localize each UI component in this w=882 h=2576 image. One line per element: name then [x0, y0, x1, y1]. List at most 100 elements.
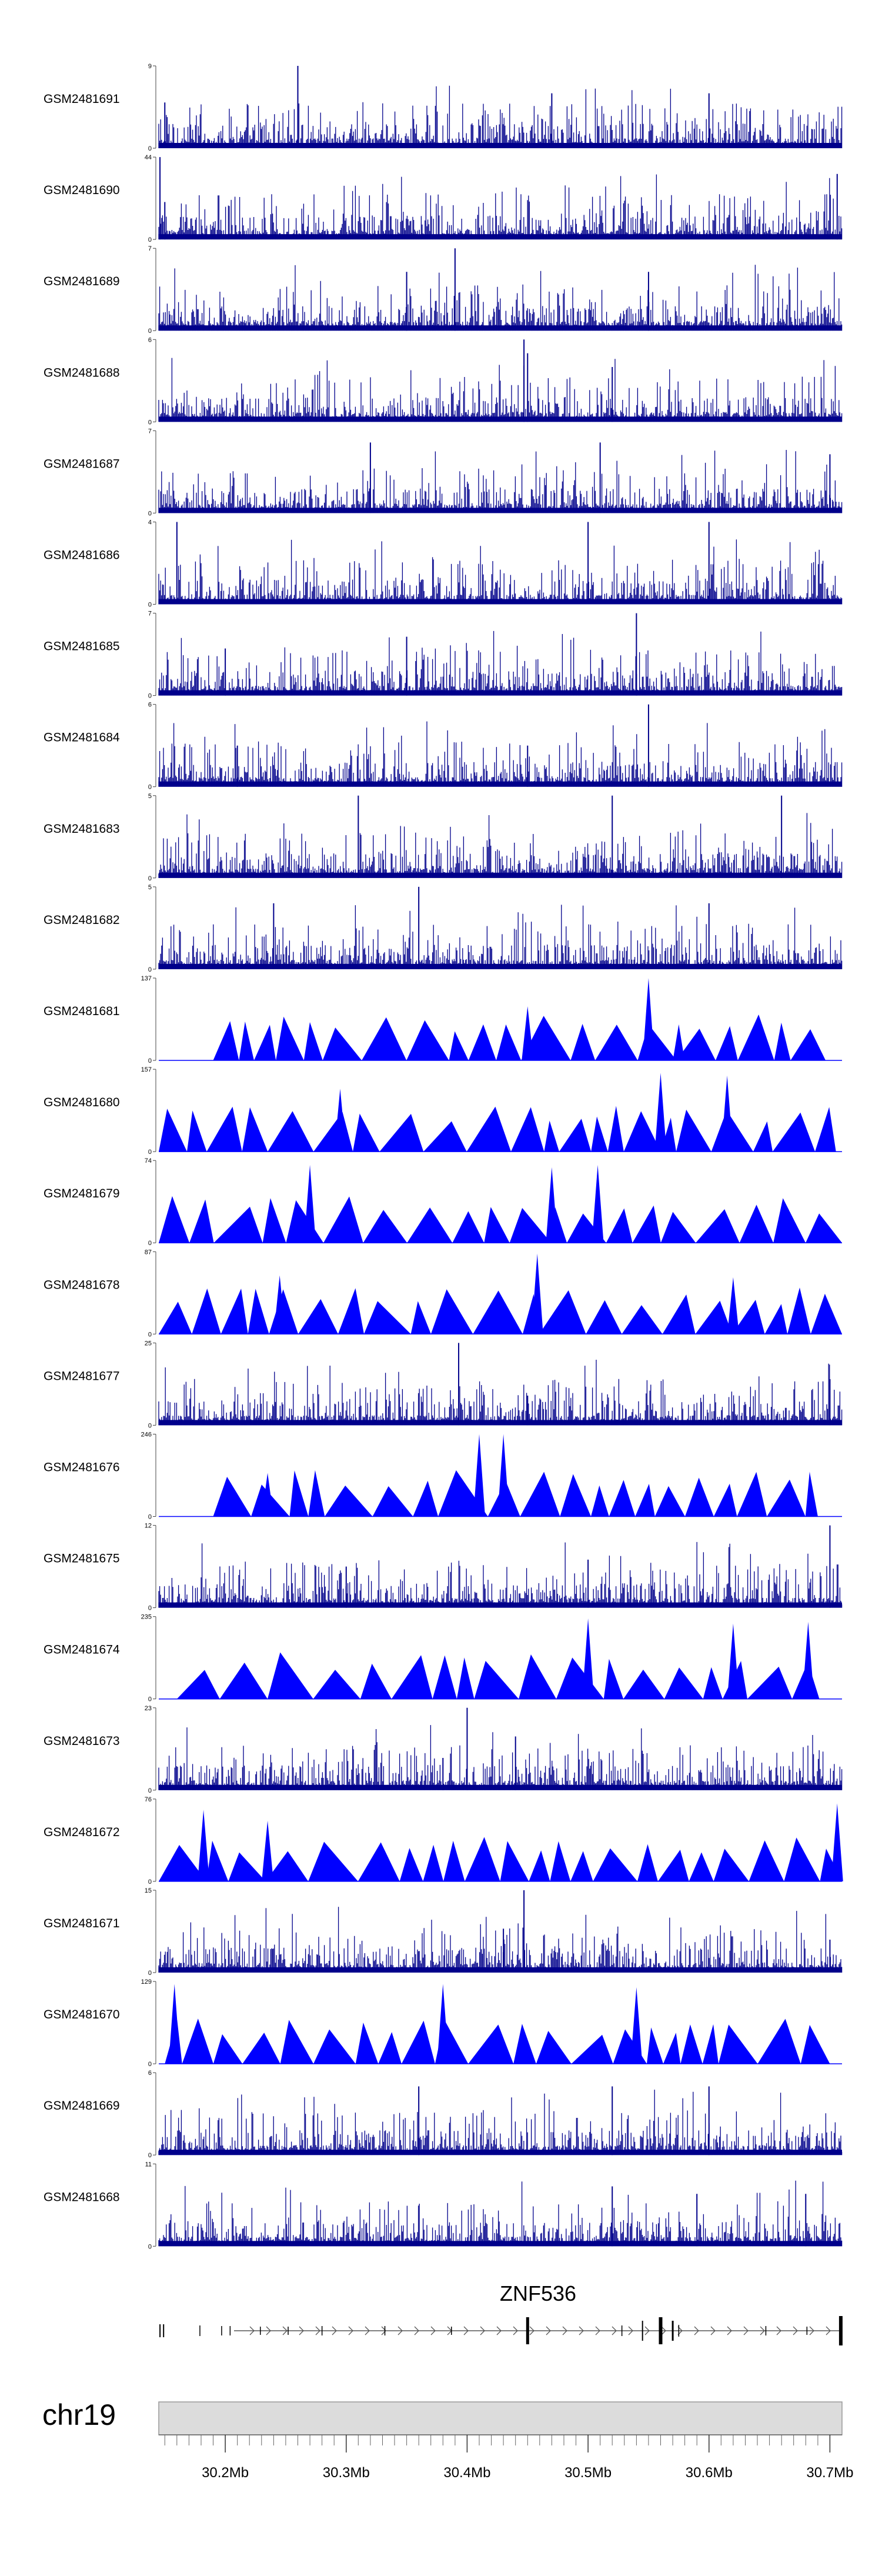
y-max-label: 6	[148, 702, 152, 709]
coverage-triangle	[647, 2027, 663, 2064]
coverage-triangle	[363, 1210, 407, 1243]
coverage-peak	[654, 1073, 667, 1152]
coverage-triangle	[468, 2024, 514, 2064]
coverage-triangle	[810, 1293, 842, 1334]
coverage-triangle	[635, 1484, 655, 1517]
coverage-triangle	[685, 1477, 714, 1517]
gene-track: ZNF536	[159, 2281, 843, 2345]
track-GSM2481679: GSM2481679 74 0	[44, 1157, 842, 1247]
coverage-triangle	[248, 1289, 269, 1334]
coverage-triangle	[737, 1015, 774, 1060]
strand-arrow	[760, 2326, 765, 2335]
coverage-signal	[158, 539, 843, 605]
coverage-signal	[158, 2180, 843, 2247]
exon-block	[159, 2324, 161, 2337]
coverage-triangle	[663, 2033, 681, 2064]
track-label: GSM2481675	[44, 1552, 120, 1566]
coverage-triangle	[500, 1841, 529, 1881]
coverage-triangle	[815, 1107, 836, 1152]
track-label: GSM2481686	[44, 549, 120, 562]
coverage-triangle	[206, 1840, 229, 1881]
coverage-triangle	[753, 1121, 773, 1152]
y-min-label: 0	[148, 419, 152, 426]
y-max-label: 9	[148, 63, 152, 70]
coverage-triangle	[401, 2020, 435, 2064]
coverage-triangle	[192, 1288, 221, 1334]
strand-arrow	[513, 2326, 518, 2335]
coverage-baseline	[159, 2150, 842, 2155]
track-label: GSM2481669	[44, 2099, 120, 2113]
exon-block	[321, 2326, 323, 2335]
coverage-triangle	[654, 1486, 685, 1517]
coverage-triangle	[711, 1110, 753, 1152]
coverage-triangle	[606, 1208, 633, 1243]
y-max-label: 7	[148, 245, 152, 252]
coverage-triangle	[773, 1198, 806, 1243]
strand-arrow	[677, 2326, 683, 2335]
coverage-triangle	[353, 1113, 380, 1152]
y-min-label: 0	[148, 1970, 152, 1977]
track-label: GSM2481690	[44, 183, 120, 197]
track-label: GSM2481673	[44, 1734, 120, 1748]
coverage-peak	[168, 1984, 181, 2064]
x-tick-label: 30.4Mb	[443, 2465, 490, 2481]
coverage-signal	[158, 630, 843, 696]
coverage-triangle	[276, 1016, 304, 1060]
coverage-peak	[198, 1810, 210, 1881]
track-GSM2481680: GSM2481680 157 0	[44, 1066, 842, 1156]
coverage-triangle	[159, 1302, 192, 1334]
coverage-triangle	[466, 1106, 511, 1152]
coverage-triangle	[484, 1207, 510, 1243]
track-label: GSM2481687	[44, 457, 120, 471]
y-min-label: 0	[148, 784, 152, 791]
x-tick-label: 30.5Mb	[564, 2465, 612, 2481]
exon-block	[451, 2327, 452, 2335]
coverage-triangle	[787, 1287, 811, 1334]
coverage-triangle	[664, 1667, 703, 1699]
coverage-triangle	[695, 1300, 733, 1334]
coverage-signal	[158, 174, 843, 240]
coverage-triangle	[407, 1207, 453, 1243]
y-max-label: 4	[148, 519, 152, 526]
coverage-triangle	[544, 1120, 559, 1152]
exon-block	[806, 2327, 808, 2335]
y-min-label: 0	[148, 1149, 152, 1156]
coverage-peak	[304, 1164, 316, 1243]
coverage-triangle	[680, 2024, 703, 2064]
track-GSM2481674: GSM2481674 235 0	[44, 1614, 842, 1703]
track-label: GSM2481682	[44, 913, 120, 927]
coverage-triangle	[410, 1301, 431, 1334]
coverage-triangle	[550, 1841, 571, 1881]
coverage-triangle	[806, 1213, 842, 1243]
coverage-triangle	[474, 1661, 519, 1699]
y-min-label: 0	[148, 2061, 152, 2068]
coverage-triangle	[637, 1844, 658, 1881]
coverage-triangle	[325, 1485, 373, 1517]
coverage-peak	[262, 1473, 274, 1517]
exon-block	[642, 2321, 643, 2341]
coverage-triangle	[473, 1290, 523, 1334]
coverage-triangle	[702, 2024, 719, 2064]
coverage-triangle	[609, 1480, 636, 1517]
coverage-peak	[642, 978, 654, 1060]
coverage-triangle	[689, 1852, 714, 1881]
coverage-peak	[262, 1820, 274, 1881]
coverage-baseline	[159, 690, 842, 696]
coverage-triangle	[262, 1198, 286, 1243]
coverage-triangle	[391, 1655, 433, 1699]
coverage-triangle	[676, 1109, 711, 1152]
strand-arrow	[463, 2326, 469, 2335]
coverage-triangle	[716, 1026, 738, 1060]
coverage-peak	[673, 1024, 685, 1060]
y-min-label: 0	[148, 2243, 152, 2250]
coverage-triangle	[749, 1840, 784, 1881]
gene-exons	[159, 2316, 843, 2345]
coverage-triangle	[239, 1021, 254, 1060]
coverage-triangle	[364, 1301, 411, 1334]
exon-block	[384, 2326, 386, 2335]
coverage-triangle	[571, 2034, 613, 2064]
y-max-label: 129	[141, 1978, 152, 1986]
strand-arrow	[266, 2326, 271, 2335]
track-GSM2481691: GSM2481691 9 0	[44, 63, 843, 152]
coverage-triangle	[591, 1116, 608, 1152]
